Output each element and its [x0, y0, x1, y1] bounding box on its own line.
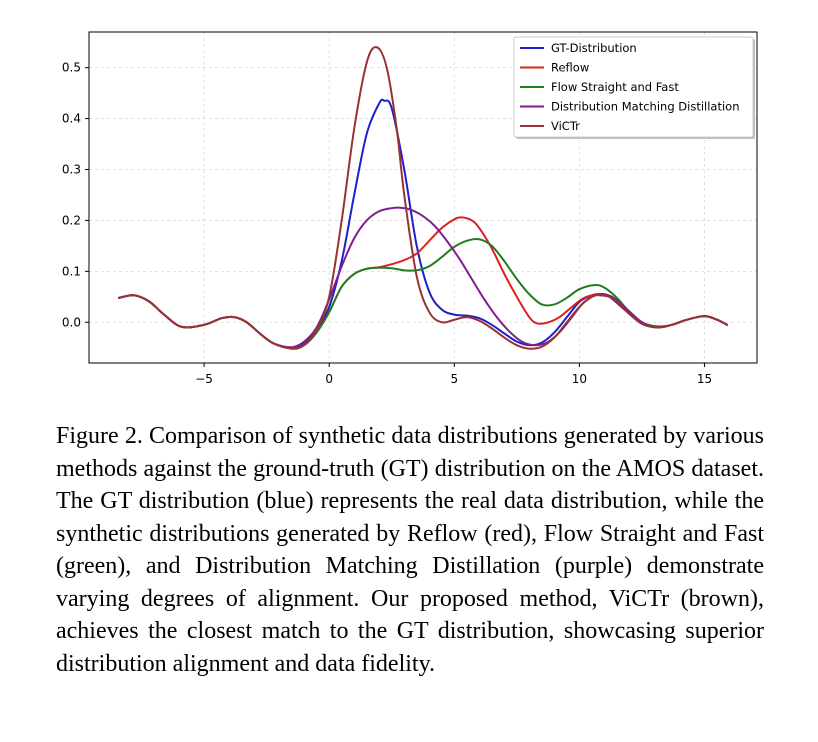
x-tick-label: 15: [697, 372, 712, 386]
line-chart: −5 0 5 10 15 0.0 0.1 0.2 0.3 0.4 0.5 GT-Distributi…: [62, 31, 758, 386]
legend-box: [513, 36, 754, 138]
legend-label-distribution-matching-distillation: Distribution Matching Distillation: [551, 100, 740, 114]
x-tick-label: −5: [195, 372, 213, 386]
series-line-victr: [118, 46, 728, 350]
legend: GT-Distribution Reflow Flow Straight and F…: [513, 36, 755, 139]
x-tick-label: 0: [325, 372, 333, 386]
legend-label-flow-straight-and-fast: Flow Straight and Fast: [551, 80, 679, 94]
legend-label-gt-distribution: GT-Distribution: [551, 41, 637, 55]
y-tick-label: 0.5: [62, 61, 81, 75]
y-tick-label: 0.3: [62, 162, 81, 176]
legend-label-reflow: Reflow: [551, 61, 589, 75]
x-tick-label: 10: [572, 372, 587, 386]
y-tick-label: 0.4: [62, 112, 81, 126]
y-tick-label: 0.1: [62, 264, 81, 278]
series-lines: [118, 46, 728, 350]
figure-caption: Figure 2. Comparison of synthetic data d…: [56, 423, 764, 677]
y-tick-label: 0.2: [62, 213, 81, 227]
y-tick-label: 0.0: [62, 315, 81, 329]
x-tick-label: 5: [450, 372, 458, 386]
legend-label-victr: ViCTr: [551, 119, 580, 133]
axis-ticks: −5 0 5 10 15 0.0 0.1 0.2 0.3 0.4 0.5: [62, 61, 712, 386]
plot-frame: [88, 31, 758, 364]
